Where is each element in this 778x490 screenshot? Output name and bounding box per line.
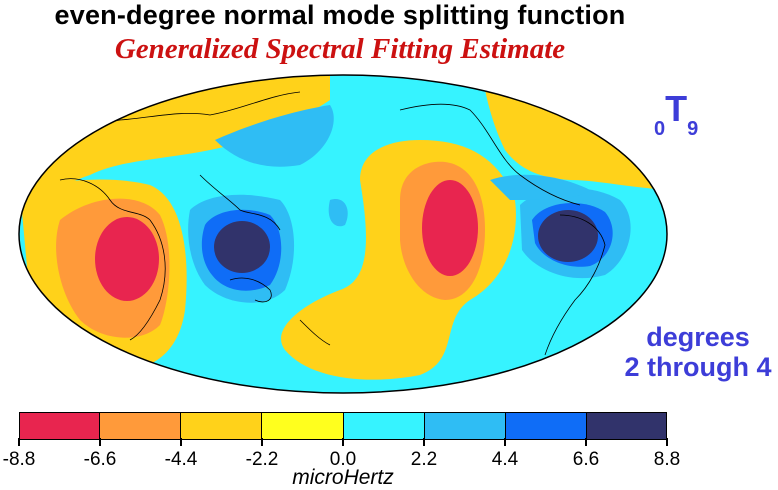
- field-africa-red: [95, 217, 159, 301]
- colorbar-tick-label: 0.0: [329, 449, 357, 470]
- colorbar-tick: [99, 438, 101, 446]
- degrees-line-1: degrees: [646, 322, 750, 352]
- mode-label: 0T9: [654, 88, 698, 140]
- mode-prefix: 0: [654, 118, 666, 140]
- colorbar-segment-7: [586, 412, 667, 440]
- field-indonesia-darkblue: [214, 221, 270, 273]
- colorbar-tick-label: -8.8: [2, 449, 36, 470]
- colorbar: [19, 412, 667, 440]
- mode-letter: T: [665, 88, 688, 129]
- colorbar-segment-5: [424, 412, 506, 440]
- colorbar-tick-label: 2.2: [410, 449, 438, 470]
- colorbar-tick-label: -2.2: [245, 449, 279, 470]
- colorbar-tick-label: 4.4: [491, 449, 519, 470]
- colorbar-tick-label: 8.8: [653, 449, 681, 470]
- colorbar-tick: [261, 438, 263, 446]
- colorbar-tick: [504, 438, 506, 446]
- colorbar-tick-label: -4.4: [164, 449, 198, 470]
- page-title: even-degree normal mode splitting functi…: [54, 0, 626, 30]
- colorbar-unit: microHertz: [292, 466, 394, 489]
- colorbar-segment-0: [19, 412, 101, 440]
- colorbar-tick-label: -6.6: [83, 449, 117, 470]
- colorbar-tick: [423, 438, 425, 446]
- field-samerica-darkblue: [538, 210, 598, 262]
- colorbar-tick: [585, 438, 587, 446]
- colorbar-tick: [180, 438, 182, 446]
- field-west-pacific-lightblue: [328, 199, 348, 227]
- colorbar-tick: [342, 438, 344, 446]
- page-subtitle: Generalized Spectral Fitting Estimate: [114, 33, 566, 65]
- colorbar-segment-2: [181, 412, 263, 440]
- mode-suffix: 9: [687, 118, 699, 140]
- colorbar-tick: [18, 438, 20, 446]
- colorbar-segment-1: [100, 412, 182, 440]
- degrees-line-2: 2 through 4: [624, 352, 772, 382]
- field-north-blue: [215, 105, 334, 167]
- colorbar-segment-3: [262, 412, 344, 440]
- colorbar-segment-6: [505, 412, 587, 440]
- field-pacific-red: [422, 180, 478, 276]
- map-field: [19, 75, 667, 393]
- colorbar-tick: [666, 438, 668, 446]
- map-outline: [18, 74, 668, 394]
- degrees-label: degrees 2 through 4: [620, 322, 776, 382]
- colorbar-tick-label: 6.6: [572, 449, 600, 470]
- field-atlantic-lightblue: [490, 174, 590, 200]
- colorbar-segment-4: [343, 412, 425, 440]
